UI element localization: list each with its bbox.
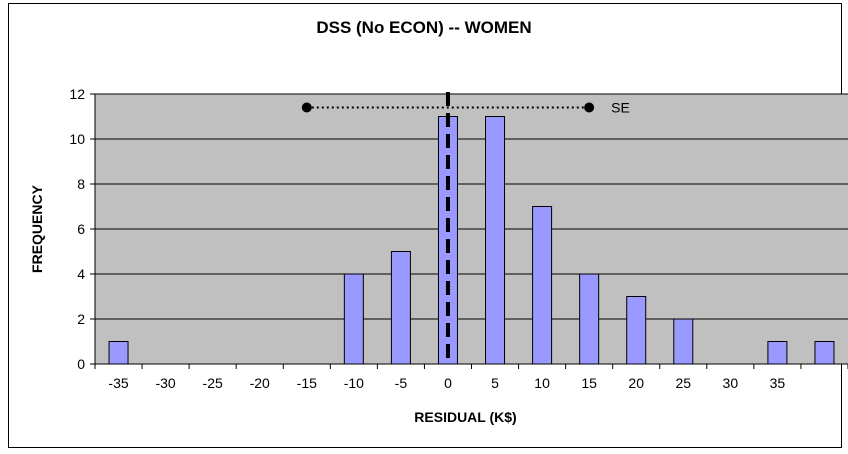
bar bbox=[673, 318, 694, 365]
overlays: SE bbox=[301, 92, 630, 364]
y-tick-label: 12 bbox=[69, 86, 85, 102]
bar bbox=[485, 116, 506, 365]
x-tick-label: -30 bbox=[155, 375, 175, 391]
se-endpoint-marker bbox=[584, 102, 595, 113]
bar bbox=[108, 341, 129, 365]
y-tick-label: 6 bbox=[77, 221, 85, 237]
gridlines bbox=[95, 93, 848, 320]
bar bbox=[626, 296, 647, 365]
bar bbox=[767, 341, 788, 365]
y-axis-title: FREQUENCY bbox=[29, 184, 45, 273]
x-tick-label: -20 bbox=[250, 375, 270, 391]
x-tick-label: 30 bbox=[723, 375, 739, 391]
y-tick-label: 8 bbox=[77, 176, 85, 192]
bar bbox=[532, 206, 553, 365]
y-tick-label: 10 bbox=[69, 131, 85, 147]
bar bbox=[579, 273, 600, 365]
axes: 0 2 4 6 8 10 12 -35 -30 -25 -20 -15 -10 -5 0 5 10 15 20 25 3… bbox=[69, 86, 848, 391]
bar bbox=[343, 273, 364, 365]
x-tick-label: -25 bbox=[203, 375, 223, 391]
x-tick-label: -15 bbox=[297, 375, 317, 391]
x-tick-label: 15 bbox=[581, 375, 597, 391]
x-tick-label: -5 bbox=[395, 375, 408, 391]
x-tick-label: 10 bbox=[534, 375, 550, 391]
bar bbox=[390, 251, 411, 365]
y-tick-label: 2 bbox=[77, 311, 85, 327]
y-tick-label: 4 bbox=[77, 266, 85, 282]
x-tick-label: 0 bbox=[444, 375, 452, 391]
x-tick-label: -35 bbox=[108, 375, 128, 391]
bar bbox=[814, 341, 835, 365]
x-tick-label: -10 bbox=[344, 375, 364, 391]
x-tick-label: 5 bbox=[491, 375, 499, 391]
x-tick-label: 35 bbox=[770, 375, 786, 391]
se-label: SE bbox=[611, 100, 630, 116]
se-endpoint-marker bbox=[301, 102, 312, 113]
y-tick-label: 0 bbox=[77, 356, 85, 372]
x-tick-label: 20 bbox=[628, 375, 644, 391]
chart-title: DSS (No ECON) -- WOMEN bbox=[316, 18, 532, 37]
x-tick-label: 25 bbox=[675, 375, 691, 391]
x-axis-title: RESIDUAL (K$) bbox=[414, 409, 516, 425]
